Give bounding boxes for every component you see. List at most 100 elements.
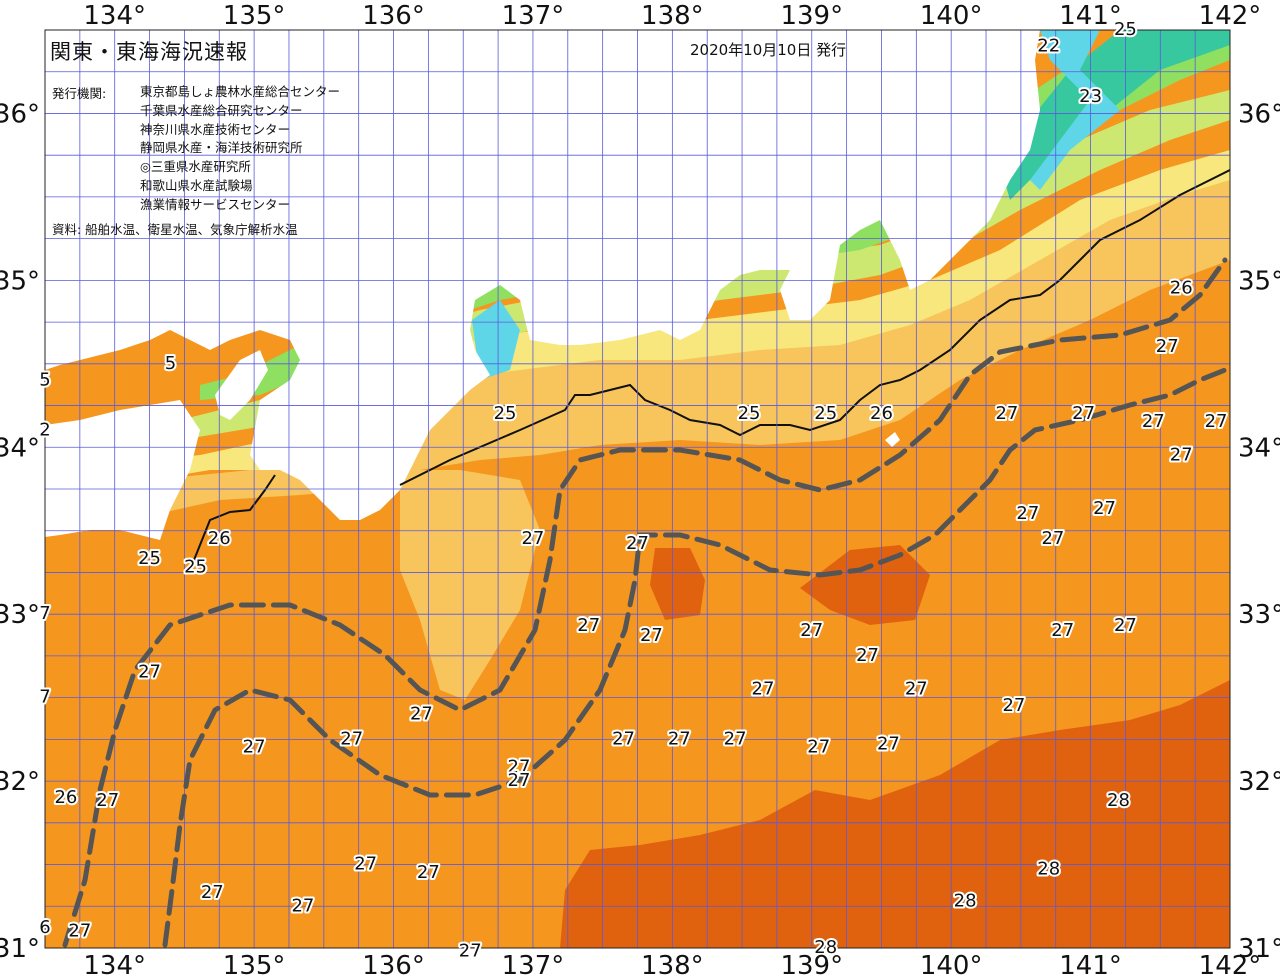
graticule: [45, 30, 1230, 948]
temperature-label: 27: [612, 728, 635, 749]
longitude-label: 135°: [223, 951, 286, 980]
plot-frame: [44, 29, 1231, 949]
zone-22-north: [1000, 30, 1230, 200]
temperature-label: 27: [1016, 503, 1039, 524]
temperature-label: 27: [800, 620, 823, 641]
temperature-label: 27: [856, 645, 879, 666]
land-shikoku: [45, 400, 200, 540]
longitude-labels-bottom: 134° 135° 136° 137° 138° 139° 140° 141° 142°: [83, 951, 1261, 980]
temperature-label: 25: [1114, 19, 1137, 40]
temperature-label: 25: [738, 403, 761, 424]
longitude-label: 141°: [1059, 1, 1122, 31]
temperature-label: 22: [1037, 36, 1060, 57]
temperature-label: 27: [1072, 403, 1095, 424]
longitude-label: 142°: [1199, 951, 1262, 980]
data-source: 資料: 船舶水温、衛星水温、気象庁解析水温: [52, 222, 298, 237]
issuer-item: 東京都島しょ農林水産総合センター: [140, 84, 341, 99]
temperature-label: 27: [201, 882, 224, 903]
temperature-label: 26: [54, 787, 77, 808]
temperature-label: 27: [96, 790, 119, 811]
zone-28-patch: [650, 548, 705, 620]
temperature-label: 25: [494, 403, 517, 424]
issuer-list: 東京都島しょ農林水産総合センター 千葉県水産総合研究センター 神奈川県水産技術セ…: [140, 83, 340, 215]
temperature-label: 27: [243, 737, 266, 758]
temperature-label: 27: [752, 678, 775, 699]
temperature-label: 27: [417, 862, 440, 883]
map-plot-area: [45, 30, 1230, 948]
issuer-item: 和歌山県水産試験場: [140, 177, 253, 193]
temperature-label: 27: [1093, 498, 1116, 519]
longitude-label: 138°: [641, 951, 704, 980]
temperature-label: 27: [138, 662, 161, 683]
temperature-label: 26: [208, 528, 231, 549]
temperature-labels: 25 22 23 5 5 2 25 25 25 26 26 27 27 27 27 27 27 27 27 27 27 2…: [37, 17, 1229, 963]
temperature-label: 27: [1002, 695, 1025, 716]
temperature-label: 25: [138, 548, 161, 569]
latitude-label: 36°: [0, 99, 40, 129]
temperature-label: 27: [459, 940, 482, 961]
zone-26-tongue: [400, 470, 540, 700]
issue-date: 2020年10月10日 発行: [690, 41, 847, 59]
temperature-label: 27: [68, 920, 91, 941]
latitude-label: 31°: [1238, 934, 1280, 964]
temperature-label: 28: [1107, 790, 1130, 811]
latitude-label: 36°: [1238, 99, 1280, 129]
zone-28-ring: [800, 545, 930, 625]
temperature-label: 27: [1205, 411, 1228, 432]
temperature-label: 27: [1170, 445, 1193, 466]
temperature-label: 23: [1079, 86, 1102, 107]
temperature-label: 27: [905, 678, 928, 699]
longitude-label: 136°: [362, 951, 425, 980]
latitude-label: 31°: [0, 934, 40, 964]
zone-21-ise: [472, 300, 520, 380]
longitude-label: 134°: [83, 951, 146, 980]
temperature-label: 6: [39, 917, 50, 938]
zone-21-north: [1030, 30, 1120, 190]
temperature-label: 27: [410, 703, 433, 724]
temperature-label: 26: [870, 403, 893, 424]
temperature-label: 27: [626, 533, 649, 554]
latitude-label: 34°: [0, 433, 40, 463]
latitude-label: 32°: [0, 767, 40, 797]
longitude-label: 142°: [1199, 1, 1262, 31]
temperature-label: 27: [640, 625, 663, 646]
temperature-label: 27: [291, 895, 314, 916]
issuer-item: 千葉県水産総合研究センター: [140, 102, 303, 118]
issuer-label: 発行機関:: [52, 86, 107, 101]
latitude-label: 32°: [1238, 767, 1280, 797]
kuroshio-axis: [62, 257, 1228, 948]
temperature-label: 27: [340, 728, 363, 749]
temperature-label: 5: [39, 370, 50, 391]
longitude-label: 139°: [780, 951, 843, 980]
issuer-item: 漁業情報サービスセンター: [140, 196, 291, 212]
temperature-label: 27: [521, 528, 544, 549]
longitude-label: 136°: [362, 1, 425, 31]
temperature-label: 27: [1051, 620, 1074, 641]
longitude-label: 137°: [502, 951, 565, 980]
latitude-label: 33°: [1238, 600, 1280, 630]
temperature-label: 28: [1037, 859, 1060, 880]
temperature-label: 27: [1156, 336, 1179, 357]
temperature-label: 28: [814, 937, 837, 958]
issuer-item: 静岡県水産・海洋技術研究所: [140, 140, 303, 156]
temperature-label: 27: [577, 615, 600, 636]
longitude-label: 141°: [1059, 951, 1122, 980]
temperature-label: 7: [39, 687, 50, 708]
longitude-label: 137°: [502, 1, 565, 31]
temperature-label: 27: [877, 733, 900, 754]
temperature-label: 2: [39, 420, 50, 441]
longitude-label: 138°: [641, 1, 704, 31]
temperature-label: 5: [165, 353, 176, 374]
longitude-labels-top: 134° 135° 136° 137° 138° 139° 140° 141° 142°: [83, 1, 1261, 31]
longitude-label: 139°: [780, 1, 843, 31]
zone-28-south: [560, 680, 1230, 948]
temperature-label: 27: [724, 728, 747, 749]
issuer-item: ◎三重県水産研究所: [140, 159, 251, 175]
temperature-label: 27: [508, 770, 531, 791]
temperature-label: 27: [1114, 615, 1137, 636]
temperature-label: 27: [354, 854, 377, 875]
map-title: 関東・東海海況速報: [50, 40, 248, 64]
temperature-label: 27: [508, 757, 531, 778]
land-izu-oshima: [885, 432, 900, 447]
